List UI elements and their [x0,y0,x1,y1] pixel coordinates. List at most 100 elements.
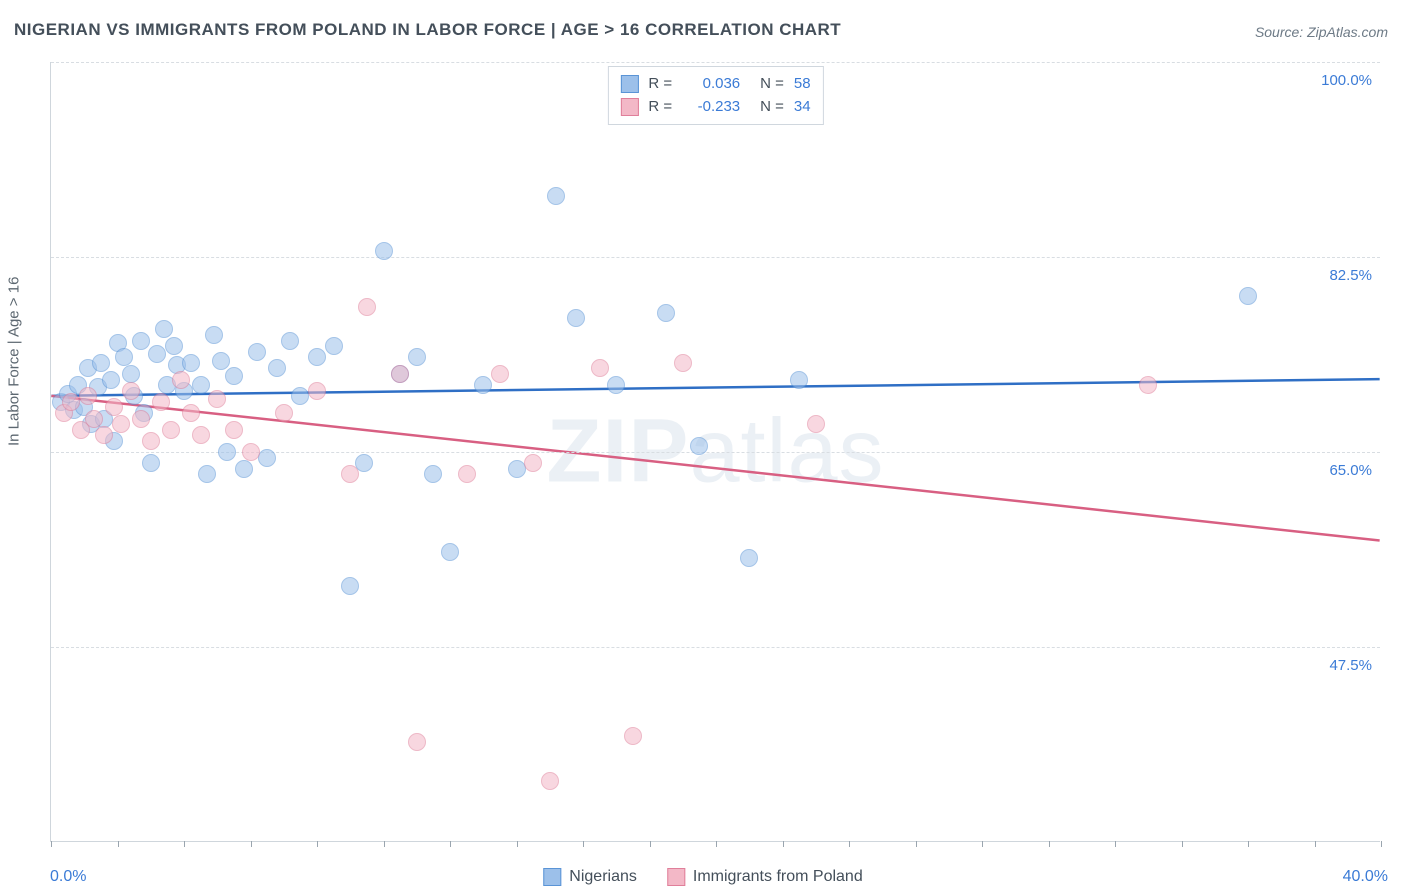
data-point [491,365,509,383]
data-point [225,367,243,385]
data-point [358,298,376,316]
source-attribution: Source: ZipAtlas.com [1255,24,1388,40]
y-gridline [51,647,1380,648]
data-point [198,465,216,483]
data-point [325,337,343,355]
data-point [105,398,123,416]
x-tick [650,841,651,847]
x-axis-min-label: 0.0% [50,868,86,886]
legend-label: Nigerians [569,868,637,886]
legend-item: Nigerians [543,868,637,886]
data-point [132,410,150,428]
n-value: 34 [794,96,811,119]
data-point [102,371,120,389]
x-tick [51,841,52,847]
trend-line [51,379,1379,396]
x-tick [1248,841,1249,847]
data-point [391,365,409,383]
data-point [152,393,170,411]
data-point [547,187,565,205]
y-tick-label: 47.5% [1329,657,1372,674]
data-point [235,460,253,478]
data-point [268,359,286,377]
y-gridline [51,62,1380,63]
x-tick [1315,841,1316,847]
data-point [408,348,426,366]
x-tick [916,841,917,847]
data-point [674,354,692,372]
data-point [242,443,260,461]
x-tick [118,841,119,847]
data-point [115,348,133,366]
data-point [212,352,230,370]
data-point [624,727,642,745]
data-point [474,376,492,394]
data-point [508,460,526,478]
data-point [541,772,559,790]
legend-swatch [543,868,561,886]
data-point [142,454,160,472]
data-point [122,365,140,383]
data-point [458,465,476,483]
data-point [740,549,758,567]
data-point [441,543,459,561]
legend-label: Immigrants from Poland [693,868,863,886]
x-tick [982,841,983,847]
data-point [690,437,708,455]
data-point [205,326,223,344]
x-tick [583,841,584,847]
data-point [308,348,326,366]
data-point [92,354,110,372]
n-label: N = [760,96,784,119]
x-axis-max-label: 40.0% [1343,868,1388,886]
data-point [192,426,210,444]
data-point [79,387,97,405]
y-gridline [51,257,1380,258]
data-point [132,332,150,350]
data-point [148,345,166,363]
n-value: 58 [794,73,811,96]
data-point [291,387,309,405]
data-point [162,421,180,439]
data-point [341,577,359,595]
n-label: N = [760,73,784,96]
data-point [62,393,80,411]
data-point [275,404,293,422]
data-point [807,415,825,433]
data-point [85,410,103,428]
chart-container: NIGERIAN VS IMMIGRANTS FROM POLAND IN LA… [0,0,1406,892]
data-point [375,242,393,260]
r-value: 0.036 [682,73,740,96]
stats-row: R =-0.233N =34 [620,96,810,119]
data-point [657,304,675,322]
data-point [591,359,609,377]
data-point [424,465,442,483]
x-tick [1381,841,1382,847]
x-tick [1182,841,1183,847]
data-point [607,376,625,394]
r-label: R = [648,73,672,96]
data-point [208,390,226,408]
data-point [1239,287,1257,305]
stats-row: R = 0.036 N = 58 [620,73,810,96]
data-point [218,443,236,461]
data-point [182,404,200,422]
x-tick [450,841,451,847]
data-point [95,426,113,444]
chart-title: NIGERIAN VS IMMIGRANTS FROM POLAND IN LA… [14,20,841,40]
data-point [225,421,243,439]
x-tick [384,841,385,847]
r-value: -0.233 [682,96,740,119]
data-point [524,454,542,472]
legend-item: Immigrants from Poland [667,868,863,886]
data-point [1139,376,1157,394]
x-tick [517,841,518,847]
data-point [142,432,160,450]
data-point [248,343,266,361]
x-tick [1115,841,1116,847]
y-axis-title: In Labor Force | Age > 16 [6,277,23,446]
legend-swatch [667,868,685,886]
data-point [281,332,299,350]
data-point [790,371,808,389]
stats-legend-box: R = 0.036 N = 58R = -0.233 N = 34 [607,66,823,125]
